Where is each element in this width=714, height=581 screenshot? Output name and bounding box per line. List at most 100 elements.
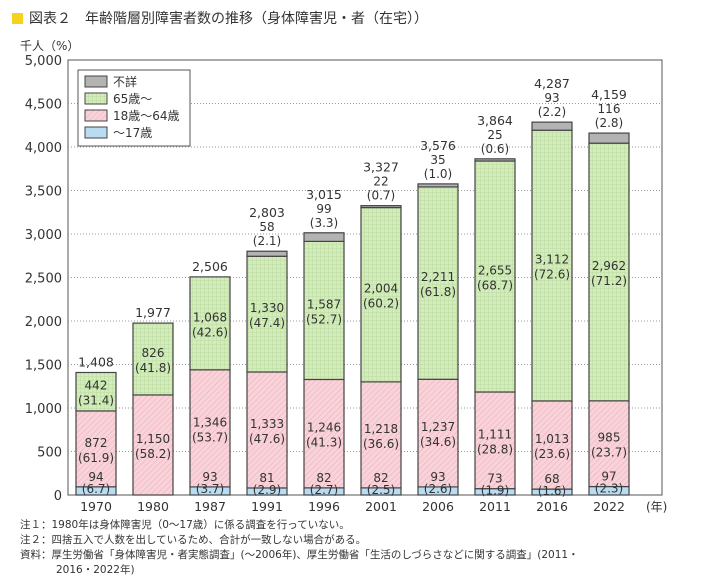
footnotes: 注１：1980年は身体障害児（0～17歳）に係る調査を行っていない。 注２：四捨… bbox=[20, 518, 579, 578]
segment-value-label: 93 bbox=[430, 470, 445, 484]
segment-pct-label: (2.3) bbox=[595, 482, 623, 496]
bar-segment bbox=[531, 400, 573, 490]
segment-value-label: 2,211 bbox=[421, 270, 455, 284]
x-tick-label: 2016 bbox=[536, 499, 568, 514]
bar-segment bbox=[189, 369, 231, 488]
segment-value-label: 1,237 bbox=[421, 420, 455, 434]
unknown-value-label: 35 bbox=[430, 153, 445, 167]
legend-swatch bbox=[84, 126, 108, 139]
bar-segment bbox=[75, 410, 117, 488]
segment-value-label: 3,112 bbox=[535, 253, 569, 267]
bar-1970: 872(61.9) 442(31.4) 94(6.7) 1,408 1970 bbox=[75, 355, 117, 514]
segment-pct-label: (68.7) bbox=[477, 278, 513, 292]
segment-value-label: 68 bbox=[544, 472, 559, 486]
unknown-pct-label: (3.3) bbox=[310, 216, 338, 230]
bar-segment bbox=[531, 121, 573, 131]
y-tick-label: 2,000 bbox=[25, 315, 62, 330]
bar-segment bbox=[303, 378, 345, 489]
bar-2006: 1,237(34.6) 2,211(61.8) 93(2.6) (1.0)353,57… bbox=[417, 138, 459, 514]
title-text: 図表２ 年齢階層別障害者数の推移（身体障害児・者（在宅）） bbox=[29, 11, 428, 27]
bar-segment bbox=[588, 132, 630, 144]
total-label: 3,327 bbox=[363, 160, 399, 175]
segment-value-label: 1,150 bbox=[136, 432, 170, 446]
bar-segment bbox=[417, 183, 459, 188]
segment-value-label: 1,068 bbox=[193, 310, 227, 324]
segment-pct-label: (47.6) bbox=[249, 432, 285, 446]
x-tick-label: 2006 bbox=[422, 499, 454, 514]
bar-segment bbox=[246, 255, 288, 373]
x-tick-label: 1970 bbox=[80, 499, 112, 514]
x-tick-label: 2022 bbox=[593, 499, 625, 514]
segment-pct-label: (6.7) bbox=[82, 482, 110, 496]
title-marker-icon bbox=[12, 12, 23, 24]
segment-pct-label: (2.9) bbox=[253, 483, 281, 497]
bar-segment bbox=[360, 206, 402, 383]
legend-label: 65歳～ bbox=[113, 92, 152, 106]
segment-value-label: 985 bbox=[598, 431, 621, 445]
segment-value-label: 73 bbox=[487, 472, 502, 486]
segment-value-label: 93 bbox=[202, 470, 217, 484]
y-tick-label: 1,000 bbox=[25, 402, 62, 417]
segment-pct-label: (23.6) bbox=[534, 447, 570, 461]
segment-value-label: 2,004 bbox=[364, 282, 398, 296]
segment-value-label: 2,655 bbox=[478, 263, 512, 277]
unknown-pct-label: (2.8) bbox=[595, 116, 623, 130]
segment-value-label: 1,333 bbox=[250, 417, 284, 431]
x-axis-unit: (年) bbox=[646, 500, 667, 514]
bar-segment bbox=[132, 322, 174, 396]
segment-pct-label: (61.9) bbox=[78, 451, 114, 465]
segment-pct-label: (1.6) bbox=[538, 484, 566, 498]
segment-value-label: 1,346 bbox=[193, 415, 227, 429]
x-tick-label: 2001 bbox=[365, 499, 397, 514]
unknown-value-label: 99 bbox=[316, 202, 331, 216]
y-tick-label: 3,000 bbox=[25, 228, 62, 243]
segment-value-label: 872 bbox=[85, 436, 108, 450]
bar-2022: 985(23.7) 2,962(71.2) 97(2.3) (2.8)1164,159… bbox=[588, 87, 630, 514]
note-2: 注２：四捨五入で人数を出しているため、合計が一致しない場合がある。 bbox=[20, 534, 367, 546]
total-label: 3,864 bbox=[477, 113, 513, 128]
segment-value-label: 1,111 bbox=[478, 427, 512, 441]
bar-segment bbox=[531, 129, 573, 402]
y-tick-label: 4,500 bbox=[25, 98, 62, 113]
x-tick-label: 1996 bbox=[308, 499, 340, 514]
segment-value-label: 1,330 bbox=[250, 301, 284, 315]
segment-pct-label: (47.4) bbox=[249, 316, 285, 330]
segment-pct-label: (72.6) bbox=[534, 268, 570, 282]
bar-segment bbox=[189, 276, 231, 371]
bar-segment bbox=[75, 371, 117, 412]
bar-segment bbox=[474, 158, 516, 162]
y-tick-label: 3,500 bbox=[25, 185, 62, 200]
bar-segment bbox=[360, 205, 402, 209]
bar-segment bbox=[303, 232, 345, 242]
unknown-pct-label: (0.6) bbox=[481, 142, 509, 156]
unknown-pct-label: (1.0) bbox=[424, 167, 452, 181]
segment-value-label: 82 bbox=[316, 471, 331, 485]
bar-segment bbox=[474, 391, 516, 490]
segment-pct-label: (41.3) bbox=[306, 436, 342, 450]
segment-pct-label: (1.9) bbox=[481, 484, 509, 498]
x-tick-label: 2011 bbox=[479, 499, 511, 514]
segment-value-label: 94 bbox=[88, 470, 103, 484]
segment-pct-label: (60.2) bbox=[363, 297, 399, 311]
total-label: 1,977 bbox=[135, 305, 171, 320]
segment-pct-label: (3.7) bbox=[196, 482, 224, 496]
segment-value-label: 442 bbox=[85, 379, 108, 393]
total-label: 3,576 bbox=[420, 138, 456, 153]
y-tick-label: 0 bbox=[54, 489, 62, 504]
legend-label: 不詳 bbox=[113, 74, 137, 89]
bar-1980: 1,150(58.2) 826(41.8) 1,977 1980 bbox=[132, 305, 174, 514]
segment-pct-label: (41.8) bbox=[135, 361, 171, 375]
y-tick-label: 1,500 bbox=[25, 359, 62, 374]
y-tick-label: 500 bbox=[37, 446, 62, 461]
total-label: 4,159 bbox=[591, 87, 627, 102]
segment-pct-label: (34.6) bbox=[420, 435, 456, 449]
legend-label: ～17歳 bbox=[113, 126, 152, 140]
segment-pct-label: (28.8) bbox=[477, 442, 513, 456]
y-tick-label: 2,500 bbox=[25, 272, 62, 287]
unknown-value-label: 93 bbox=[544, 91, 559, 105]
segment-value-label: 2,962 bbox=[592, 259, 626, 273]
segment-pct-label: (2.6) bbox=[424, 482, 452, 496]
bar-2011: 1,111(28.8) 2,655(68.7) 73(1.9) (0.6)253,86… bbox=[474, 113, 516, 514]
y-tick-label: 4,000 bbox=[25, 141, 62, 156]
